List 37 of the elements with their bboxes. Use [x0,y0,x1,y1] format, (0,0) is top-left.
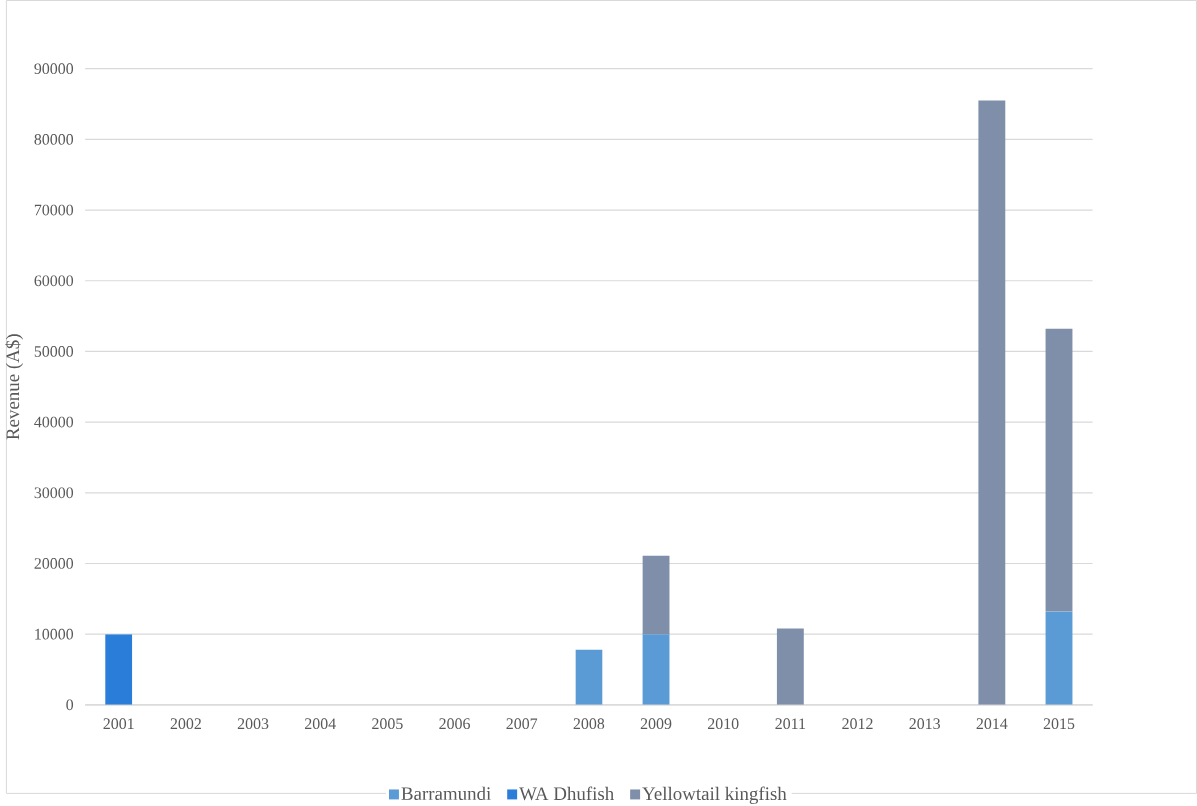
y-tick-label: 60000 [34,275,74,286]
x-tick-label: 2014 [976,718,1008,729]
bar [978,100,1006,705]
x-tick-label: 2001 [103,718,134,729]
y-axis-title: Revenue (A$) [5,334,24,440]
y-tick-label: 70000 [34,204,74,216]
y-tick-label: 10000 [35,628,74,640]
y-tick-label: 80000 [34,133,74,145]
x-tick-label: 2011 [775,718,806,729]
x-tick-label: 2003 [237,718,269,729]
y-tick-label: 30000 [34,487,74,499]
x-tick-label: 2004 [304,718,336,729]
x-tick-label: 2005 [372,718,403,729]
bar [105,634,133,705]
bar [776,628,804,705]
bar [1045,328,1073,612]
x-tick-label: 2012 [842,718,873,729]
x-tick-label: 2013 [909,718,940,729]
bar [642,555,670,635]
x-tick-label: 2008 [573,718,605,729]
legend-label: Yellowtail kingfish [642,786,787,804]
x-tick-label: 2006 [439,718,471,729]
y-tick-label: 0 [66,699,74,711]
y-tick-label: 50000 [34,345,74,357]
x-tick-label: 2009 [640,718,672,729]
y-tick-label: 40000 [34,416,74,428]
x-tick-label: 2007 [506,718,538,729]
x-tick-label: 2015 [1043,718,1075,729]
legend-label: Barramundi [401,786,491,800]
bar [642,634,670,705]
legend-label: WA Dhufish [519,786,614,801]
x-tick-label: 2010 [707,718,739,729]
y-tick-label: 20000 [34,557,74,569]
x-tick-label: 2002 [170,718,201,729]
bar [1045,611,1073,705]
y-tick-label: 90000 [34,63,74,74]
bar [575,649,603,705]
